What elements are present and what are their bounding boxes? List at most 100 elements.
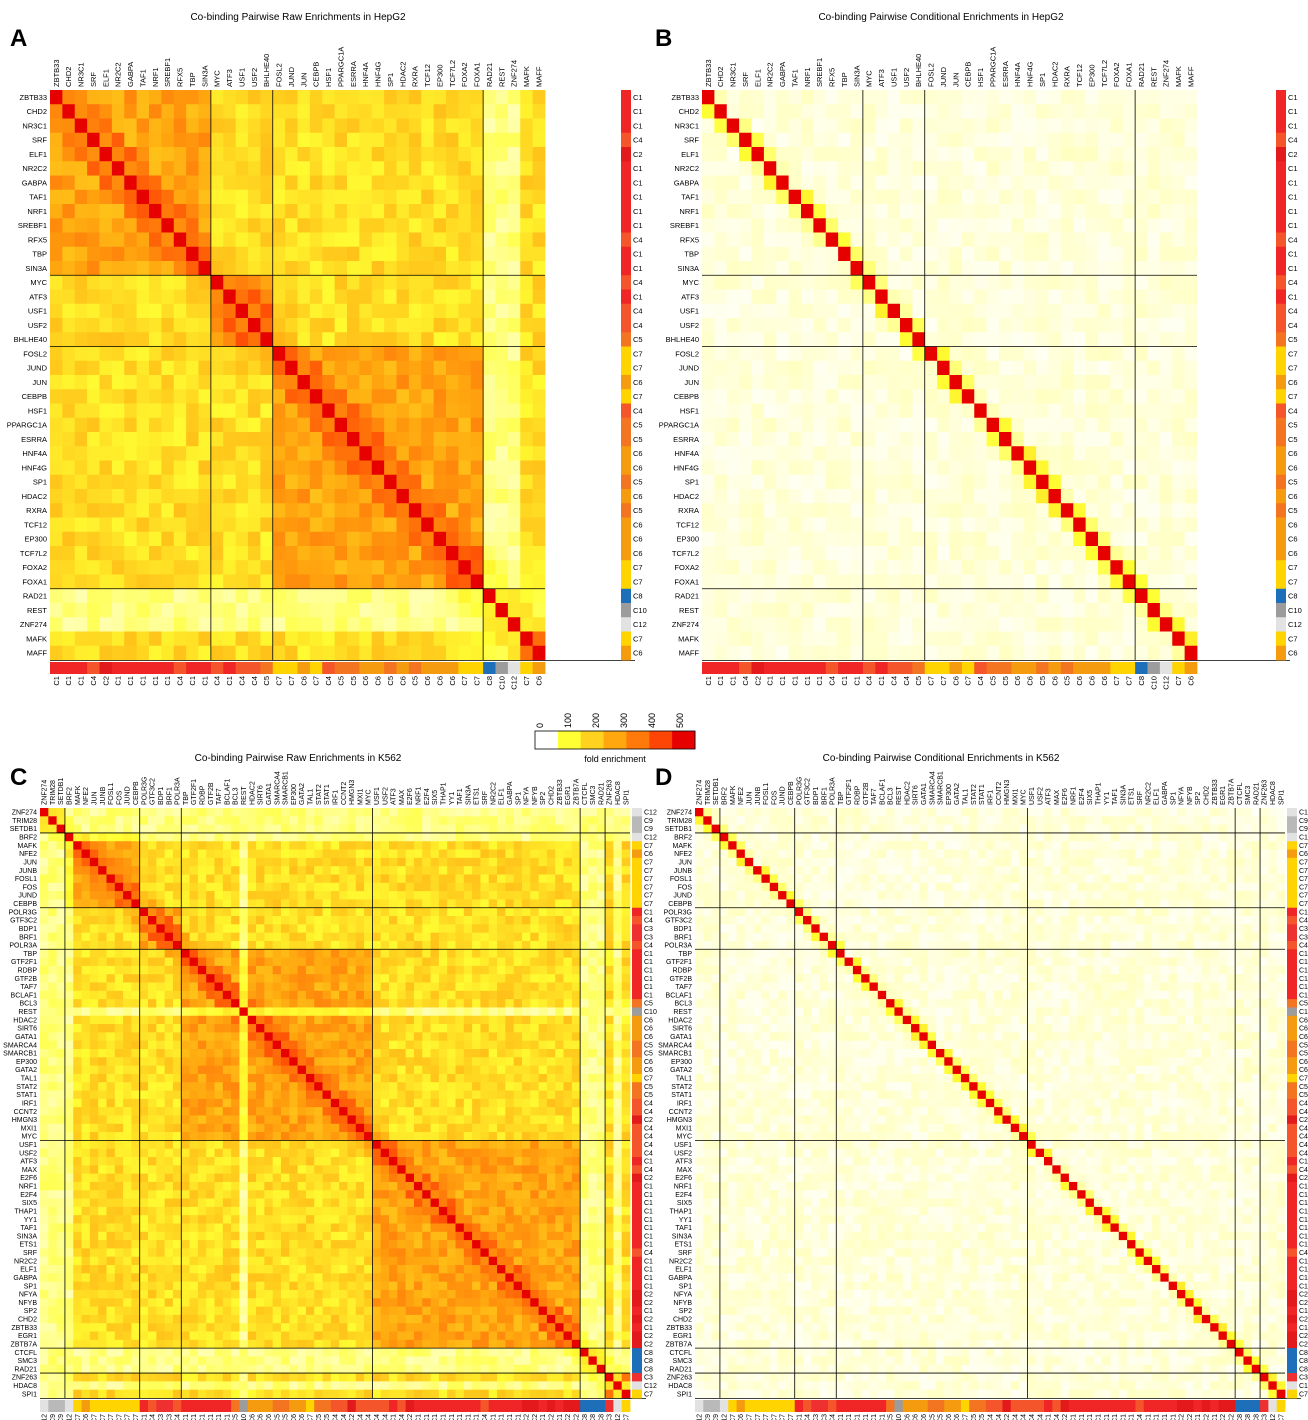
heatmap-cell xyxy=(359,175,373,191)
heatmap-cell xyxy=(776,503,790,518)
heatmap-cell xyxy=(1147,531,1161,547)
heatmap-cell xyxy=(739,246,752,262)
heatmap-cell xyxy=(455,816,465,826)
heatmap-cell xyxy=(73,866,82,875)
heatmap-cell xyxy=(74,303,88,319)
cluster-swatch-col xyxy=(62,662,76,674)
heatmap-cell xyxy=(507,603,521,618)
heatmap-cell xyxy=(408,346,422,362)
heatmap-cell xyxy=(99,617,113,632)
heatmap-cell xyxy=(580,932,589,942)
heatmap-cell xyxy=(396,375,410,390)
heatmap-cell xyxy=(264,832,274,842)
heatmap-cell xyxy=(726,232,740,248)
heatmap-cell xyxy=(739,90,752,105)
heatmap-cell xyxy=(714,375,728,390)
heatmap-cell xyxy=(347,517,360,533)
heatmap-cell xyxy=(322,891,332,900)
heatmap-cell xyxy=(1098,432,1111,447)
heatmap-cell xyxy=(1147,232,1161,248)
heatmap-cell xyxy=(862,588,876,604)
heatmap-cell xyxy=(813,147,827,162)
row-label: USF1 xyxy=(680,307,699,316)
cluster-label-col: C1 xyxy=(852,676,861,686)
heatmap-cell xyxy=(430,882,440,892)
heatmap-cell xyxy=(470,204,484,219)
heatmap-cell xyxy=(825,147,839,162)
heatmap-cell xyxy=(961,318,975,333)
heatmap-cell xyxy=(239,866,249,875)
heatmap-cell xyxy=(98,816,107,826)
heatmap-cell xyxy=(334,375,348,390)
heatmap-cell xyxy=(198,246,212,262)
heatmap-cell xyxy=(1073,232,1087,248)
heatmap-cell xyxy=(495,189,509,205)
cluster-label-row: C1 xyxy=(1288,221,1298,230)
heatmap-cell xyxy=(136,232,150,248)
heatmap-cell xyxy=(1048,474,1062,490)
heatmap-cell xyxy=(87,218,100,233)
heatmap-cell xyxy=(334,389,348,404)
heatmap-cell xyxy=(751,204,765,219)
heatmap-cell xyxy=(164,899,174,909)
heatmap-cell xyxy=(838,403,851,419)
heatmap-cell xyxy=(1073,531,1087,547)
heatmap-cell xyxy=(235,603,249,618)
heatmap-cell xyxy=(1172,560,1186,575)
heatmap-cell xyxy=(248,446,261,461)
heatmap-cell xyxy=(164,916,174,925)
heatmap-cell xyxy=(309,474,323,490)
heatmap-cell xyxy=(532,489,546,504)
row-label: ATF3 xyxy=(681,292,699,301)
heatmap-cell xyxy=(62,104,76,119)
row-label: FOXA2 xyxy=(22,563,47,572)
heatmap-cell xyxy=(198,104,212,119)
heatmap-cell xyxy=(198,489,212,504)
heatmap-cell xyxy=(887,118,901,134)
heatmap-cell xyxy=(986,460,1000,476)
column-label: USF1 xyxy=(889,68,898,87)
heatmap-cell xyxy=(285,474,298,490)
heatmap-cell xyxy=(813,104,827,119)
heatmap-cell xyxy=(430,916,440,925)
heatmap-cell xyxy=(1135,332,1148,347)
heatmap-cell xyxy=(139,849,149,859)
heatmap-cell xyxy=(862,531,876,547)
heatmap-cell xyxy=(763,446,777,461)
heatmap-cell xyxy=(1023,261,1037,276)
heatmap-cell xyxy=(222,924,232,934)
column-label: EP300 xyxy=(435,64,444,87)
heatmap-cell xyxy=(1036,375,1049,390)
heatmap-cell xyxy=(364,874,373,884)
column-label: EP300 xyxy=(1087,64,1096,87)
heatmap-cell xyxy=(912,603,926,618)
heatmap-cell xyxy=(430,824,440,834)
heatmap-cell xyxy=(359,474,373,490)
heatmap-cell xyxy=(396,118,410,134)
heatmap-cell xyxy=(1159,275,1173,290)
heatmap-cell xyxy=(924,303,938,319)
heatmap-cell xyxy=(1060,218,1074,233)
heatmap-cell xyxy=(497,849,506,859)
heatmap-cell xyxy=(62,574,76,590)
heatmap-cell xyxy=(1023,446,1037,461)
heatmap-cell xyxy=(309,360,323,376)
heatmap-cell xyxy=(214,949,224,958)
heatmap-cell xyxy=(359,631,373,647)
heatmap-cell xyxy=(1060,189,1074,205)
heatmap-cell xyxy=(924,318,938,333)
heatmap-cell xyxy=(181,874,190,884)
cluster-label-col: C5 xyxy=(386,676,395,686)
cluster-label-col: C1 xyxy=(716,676,725,686)
heatmap-cell xyxy=(198,318,212,333)
heatmap-cell xyxy=(272,916,282,925)
heatmap-cell xyxy=(285,360,298,376)
heatmap-cell xyxy=(986,546,1000,561)
heatmap-cell xyxy=(408,631,422,647)
heatmap-cell xyxy=(763,617,777,632)
heatmap-cell xyxy=(875,546,889,561)
cluster-swatch-col xyxy=(495,662,509,674)
heatmap-cell xyxy=(413,916,423,925)
heatmap-cell xyxy=(260,460,274,476)
heatmap-cell xyxy=(751,503,765,518)
